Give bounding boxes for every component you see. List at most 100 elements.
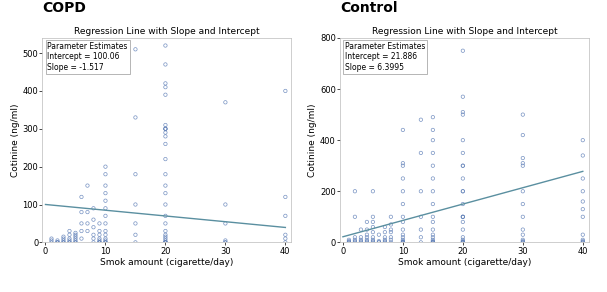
Point xyxy=(83,210,92,214)
Point xyxy=(362,240,371,245)
Point xyxy=(161,123,171,127)
Point xyxy=(458,189,468,194)
Point xyxy=(64,238,74,243)
Point xyxy=(368,225,378,230)
Point xyxy=(428,151,438,155)
Point xyxy=(368,239,378,244)
Point xyxy=(64,229,74,233)
Point xyxy=(386,240,396,245)
Point xyxy=(518,133,527,138)
Point xyxy=(95,229,104,233)
Point xyxy=(95,240,104,245)
Point xyxy=(398,240,408,245)
Point xyxy=(161,81,171,86)
Point xyxy=(350,214,360,219)
Point xyxy=(458,94,468,99)
Point xyxy=(161,234,171,239)
Point xyxy=(131,240,140,245)
Point xyxy=(83,229,92,233)
Point xyxy=(374,240,384,245)
Point xyxy=(518,232,527,237)
Point xyxy=(458,240,468,245)
Point xyxy=(95,240,104,245)
Point xyxy=(458,240,468,245)
Point xyxy=(380,230,390,234)
Point xyxy=(70,234,80,239)
Text: Parameter Estimates
Intercept = 21.886
Slope = 6.3995: Parameter Estimates Intercept = 21.886 S… xyxy=(345,42,426,72)
Point xyxy=(161,229,171,233)
Point xyxy=(398,128,408,132)
Point xyxy=(350,240,360,245)
Point xyxy=(458,240,468,245)
Point xyxy=(458,237,468,242)
Point xyxy=(70,236,80,241)
Point xyxy=(428,214,438,219)
Point xyxy=(89,240,98,245)
Point xyxy=(398,240,408,245)
Point xyxy=(344,237,354,242)
Point xyxy=(398,227,408,232)
Point xyxy=(368,214,378,219)
Point xyxy=(428,220,438,224)
Point xyxy=(95,236,104,241)
Point xyxy=(161,157,171,161)
Point xyxy=(374,239,384,244)
Point xyxy=(428,240,438,245)
Point xyxy=(518,237,527,242)
Point xyxy=(368,235,378,239)
Point xyxy=(518,189,527,194)
Point xyxy=(416,235,426,239)
Point xyxy=(518,156,527,160)
Point xyxy=(220,221,230,226)
Point xyxy=(398,235,408,239)
Point xyxy=(416,151,426,155)
Point xyxy=(374,240,384,245)
Point xyxy=(53,240,63,245)
Point xyxy=(64,240,74,245)
Point xyxy=(101,164,110,169)
Point xyxy=(161,240,171,245)
Point xyxy=(70,232,80,237)
Point xyxy=(70,240,80,245)
Point xyxy=(161,240,171,245)
Point xyxy=(428,239,438,244)
Point xyxy=(161,232,171,237)
Point xyxy=(458,110,468,114)
Point xyxy=(131,221,140,226)
Point xyxy=(386,214,396,219)
Point xyxy=(101,213,110,218)
Point xyxy=(70,240,80,245)
Point xyxy=(101,236,110,241)
Point xyxy=(578,153,588,158)
Point xyxy=(398,237,408,242)
Point xyxy=(458,138,468,142)
Point xyxy=(220,240,230,245)
Point xyxy=(368,220,378,224)
Point xyxy=(59,240,69,245)
Point xyxy=(344,240,354,245)
Point xyxy=(578,237,588,242)
Point xyxy=(220,202,230,207)
Point xyxy=(83,183,92,188)
Point xyxy=(578,199,588,204)
Point xyxy=(458,112,468,117)
Point xyxy=(458,164,468,168)
Point xyxy=(428,115,438,119)
Point xyxy=(59,234,69,239)
Point xyxy=(428,202,438,206)
Point xyxy=(89,232,98,237)
Point xyxy=(458,202,468,206)
Point xyxy=(59,238,69,243)
Point xyxy=(76,210,86,214)
Point xyxy=(398,232,408,237)
Point xyxy=(458,239,468,244)
Point xyxy=(458,214,468,219)
Point xyxy=(362,235,371,239)
Point xyxy=(578,240,588,245)
Point xyxy=(362,227,371,232)
Point xyxy=(161,221,171,226)
Point xyxy=(161,202,171,207)
Point xyxy=(161,126,171,131)
Point xyxy=(161,191,171,195)
Point xyxy=(368,230,378,234)
